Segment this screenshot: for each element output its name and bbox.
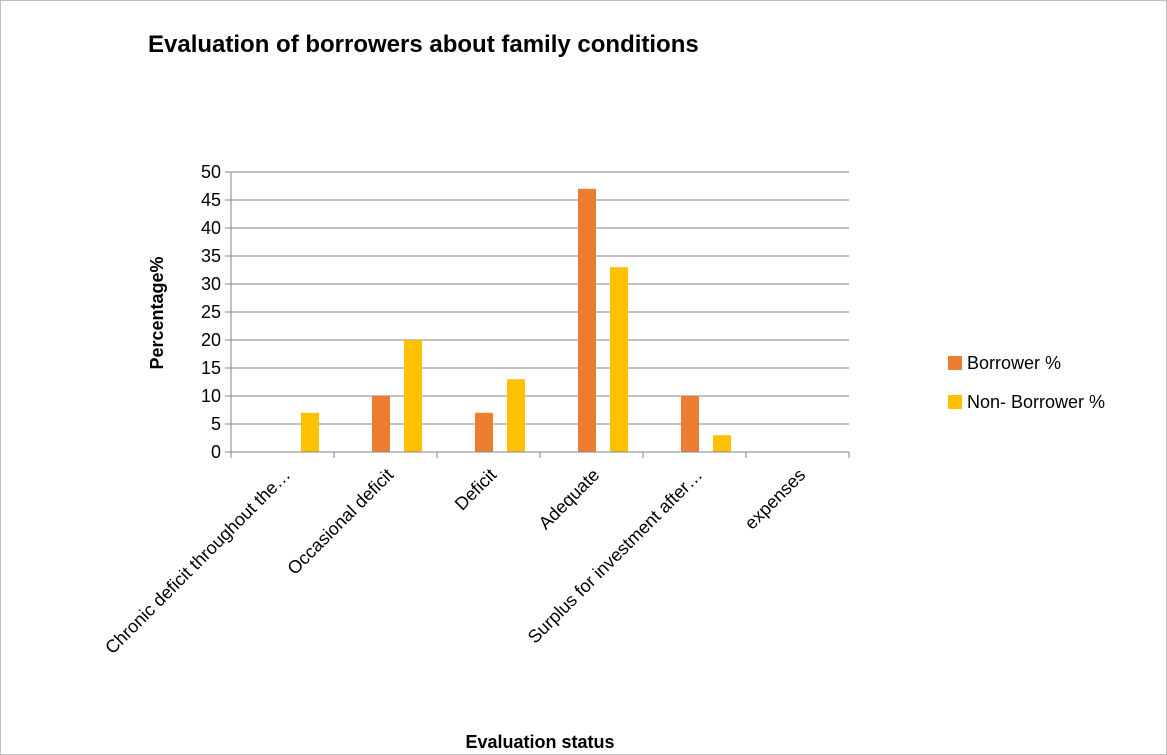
y-tick-label: 35 <box>201 246 221 266</box>
bars <box>301 188 731 453</box>
y-tick-label: 20 <box>201 330 221 350</box>
x-category-label: Chronic deficit throughout the… <box>101 465 294 658</box>
x-category-labels: Chronic deficit throughout the…Occasiona… <box>101 465 809 658</box>
y-tick-labels: 0 5 10 15 20 25 30 35 40 45 50 <box>201 162 221 462</box>
bar <box>507 379 525 452</box>
x-category-label: Surplus for investment after… <box>524 465 707 648</box>
bar <box>404 340 422 452</box>
bar <box>713 435 731 452</box>
axes <box>225 171 850 458</box>
x-category-label: expenses <box>741 465 810 534</box>
x-category-label: Adequate <box>535 465 604 534</box>
y-tick-label: 50 <box>201 162 221 182</box>
legend-label: Non- Borrower % <box>967 392 1105 412</box>
y-tick-label: 15 <box>201 358 221 378</box>
bar <box>610 267 628 452</box>
x-axis-title: Evaluation status <box>465 732 614 752</box>
y-tick-label: 5 <box>211 414 221 434</box>
y-axis-title: Percentage% <box>147 256 167 369</box>
bar <box>372 396 390 452</box>
y-tick-label: 45 <box>201 190 221 210</box>
bar <box>301 412 319 452</box>
legend-swatch <box>948 395 962 409</box>
y-tick-label: 40 <box>201 218 221 238</box>
bar <box>475 412 493 452</box>
bar <box>681 396 699 452</box>
y-tick-label: 10 <box>201 386 221 406</box>
y-tick-label: 30 <box>201 274 221 294</box>
chart-title: Evaluation of borrowers about family con… <box>148 31 699 58</box>
y-tick-label: 25 <box>201 302 221 322</box>
y-tick-label: 0 <box>211 442 221 462</box>
legend-swatch <box>948 356 962 370</box>
legend: Borrower % Non- Borrower % <box>948 353 1105 412</box>
gridlines <box>231 171 849 425</box>
bar <box>578 188 596 453</box>
legend-label: Borrower % <box>967 353 1061 373</box>
x-category-label: Deficit <box>451 465 501 515</box>
x-category-label: Occasional deficit <box>283 465 397 579</box>
